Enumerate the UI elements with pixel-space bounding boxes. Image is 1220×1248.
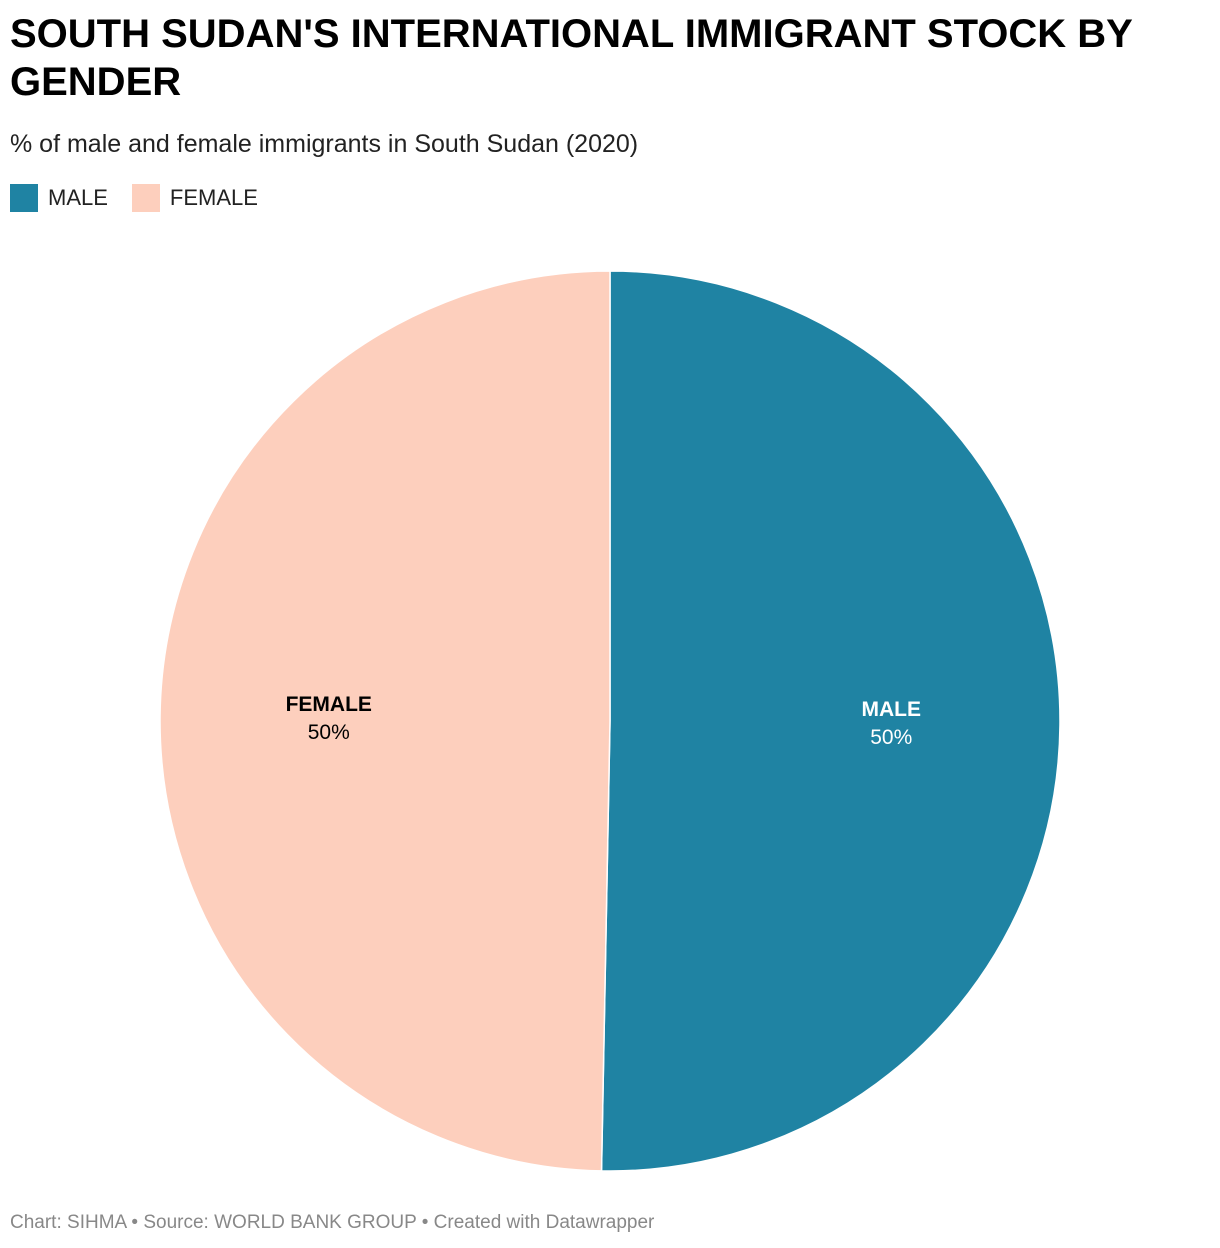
legend-label: MALE (48, 185, 108, 210)
chart-title: SOUTH SUDAN'S INTERNATIONAL IMMIGRANT ST… (10, 12, 1133, 104)
footer: Chart: SIHMA • Source: WORLD BANK GROUP … (10, 1212, 655, 1233)
legend: MALE FEMALE (10, 184, 282, 212)
chart-subtitle: % of male and female immigrants in South… (10, 130, 639, 158)
pie-slice (159, 270, 611, 1172)
legend-item: MALE (10, 184, 108, 212)
slice-value: 50% (870, 726, 912, 749)
slice-value: 50% (308, 721, 350, 744)
slice-category: MALE (861, 698, 921, 721)
slice-category: FEMALE (286, 693, 372, 716)
legend-swatch (10, 184, 38, 212)
chart: MALE 50% FEMALE 50% (159, 270, 1061, 1172)
legend-item: FEMALE (131, 184, 258, 212)
legend-swatch (131, 184, 160, 212)
pie-slice (600, 270, 1061, 1172)
legend-label: FEMALE (169, 185, 258, 210)
